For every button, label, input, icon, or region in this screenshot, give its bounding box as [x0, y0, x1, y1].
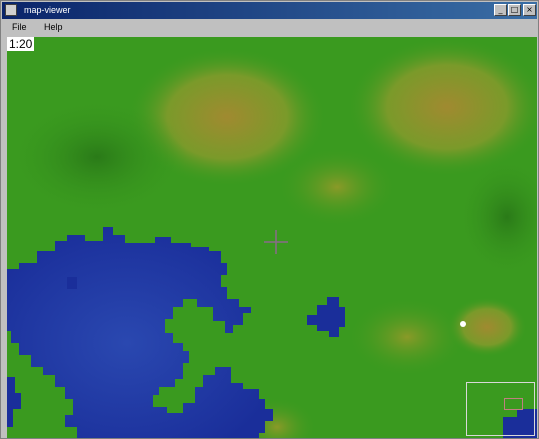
- title-bar[interactable]: map-viewer _ □ ×: [2, 2, 537, 19]
- position-marker[interactable]: [460, 321, 466, 327]
- menu-help[interactable]: Help: [42, 20, 65, 35]
- menu-file[interactable]: File: [10, 20, 29, 35]
- lowland-area: [7, 97, 187, 217]
- window-title: map-viewer: [24, 4, 71, 16]
- terrain-map[interactable]: [7, 37, 537, 438]
- zoom-level-label: 1:20: [7, 37, 34, 51]
- minimize-button[interactable]: _: [494, 4, 507, 16]
- menu-bar: File Help: [2, 20, 537, 35]
- water-body: [67, 277, 77, 289]
- map-canvas[interactable]: 1:20: [7, 37, 537, 438]
- highland-area: [447, 297, 527, 357]
- close-button[interactable]: ×: [523, 4, 536, 16]
- maximize-button[interactable]: □: [508, 4, 521, 16]
- highland-area: [347, 297, 467, 377]
- app-icon[interactable]: [5, 4, 17, 16]
- highland-area: [277, 147, 397, 227]
